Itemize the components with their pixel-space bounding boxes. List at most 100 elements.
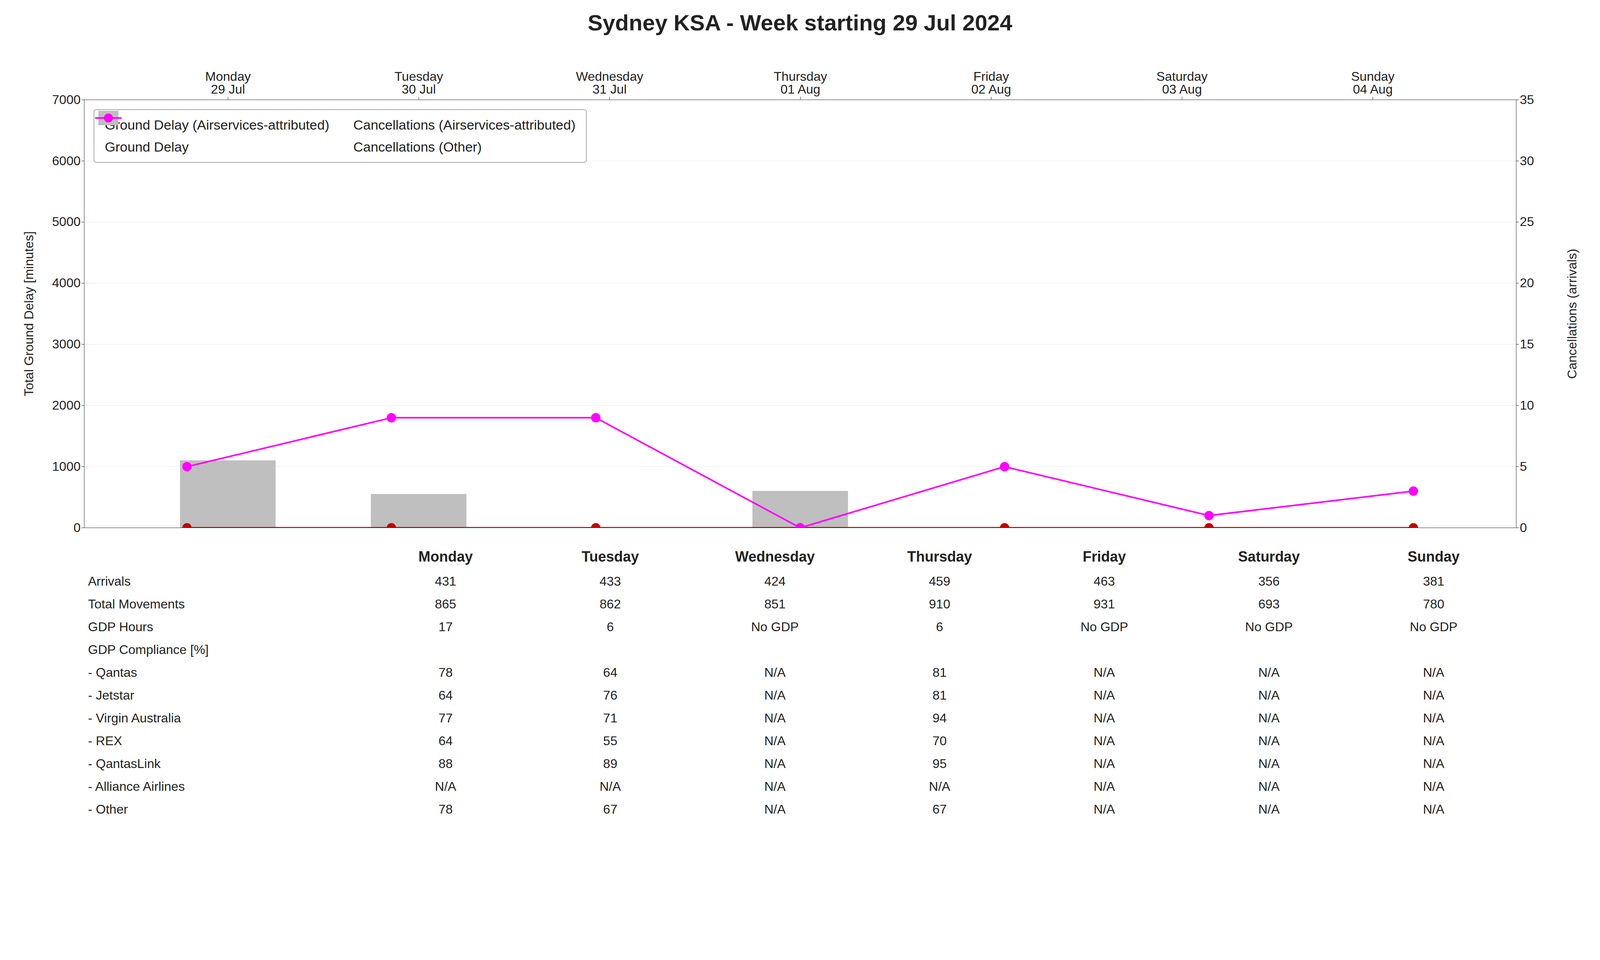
html-text:88: 88 [438,756,453,771]
html-text:No GDP: No GDP [1409,619,1458,634]
html-text:N/A: N/A [1093,756,1115,771]
svg-text:25: 25 [1520,214,1535,229]
html-text:77: 77 [438,710,453,726]
html-text:64: 64 [438,733,453,748]
svg-text:Friday02 Aug: Friday02 Aug [971,69,1012,97]
html-text:459: 459 [928,574,951,589]
svg-text:6000: 6000 [52,153,81,168]
html-text:N/A: N/A [764,710,786,726]
svg-text:35: 35 [1520,92,1535,107]
html-text:851: 851 [764,596,786,612]
html-text:GDP Hours: GDP Hours [88,619,154,634]
svg-text:10: 10 [1520,398,1535,413]
svg-text:0: 0 [1520,520,1528,535]
svg-text:Thursday01 Aug: Thursday01 Aug [773,69,827,97]
svg-text:Wednesday31 Jul: Wednesday31 Jul [576,69,644,97]
svg-text:Saturday03 Aug: Saturday03 Aug [1156,69,1208,97]
html-text:- QantasLink: - QantasLink [88,756,161,771]
html-text:- REX: - REX [88,733,123,748]
html-text:N/A: N/A [1093,733,1115,748]
html-text:64: 64 [603,665,618,680]
html-text:Ground Delay: Ground Delay [104,139,189,155]
svg-text:2000: 2000 [52,398,81,413]
html-text:81: 81 [932,688,947,703]
svg-text:1000: 1000 [52,459,81,474]
html-text:862: 862 [599,596,621,612]
html-text:433: 433 [599,574,621,589]
svg-text:Sunday04 Aug: Sunday04 Aug [1351,69,1395,97]
html-text:N/A: N/A [764,688,786,703]
svg-text:Cancellations (arrivals): Cancellations (arrivals) [1564,248,1580,379]
html-text:78: 78 [438,665,453,680]
html-text:N/A: N/A [1258,710,1280,726]
html-text:Monday: Monday [418,548,473,565]
html-text:Ground Delay (Airservices-attr: Ground Delay (Airservices-attributed) [104,117,330,133]
html-text:No GDP: No GDP [751,619,799,634]
html-text:70: 70 [932,733,947,748]
html-text:55: 55 [603,733,618,748]
html-text:N/A: N/A [764,733,786,748]
svg-text:5: 5 [1520,459,1528,474]
html-text:N/A: N/A [1422,665,1445,680]
html-text:- Virgin Australia: - Virgin Australia [88,710,181,726]
html-text:N/A: N/A [764,756,786,771]
html-text:- Jetstar: - Jetstar [88,688,135,703]
html-text:Thursday: Thursday [907,548,972,565]
html-text:780: 780 [1422,596,1445,612]
svg-text:Total Ground Delay [minutes]: Total Ground Delay [minutes] [21,231,36,397]
svg-text:3000: 3000 [52,336,81,352]
html-text:76: 76 [603,688,618,703]
html-text:431: 431 [434,574,457,589]
html-text:N/A: N/A [764,665,786,680]
svg-text:0: 0 [73,520,81,535]
html-text:Cancellations (Other): Cancellations (Other) [353,139,482,155]
html-text:17: 17 [438,619,453,634]
html-text:Tuesday: Tuesday [581,548,639,565]
html-text:N/A: N/A [1093,688,1115,703]
html-text:89: 89 [603,756,618,771]
html-text:693: 693 [1258,596,1280,612]
html-text:95: 95 [932,756,947,771]
svg-text:30: 30 [1520,153,1535,168]
html-text:N/A: N/A [1422,710,1445,726]
html-text:931: 931 [1093,596,1115,612]
html-text:Arrivals: Arrivals [88,574,131,589]
html-text:71: 71 [603,710,618,726]
html-text:356: 356 [1258,574,1280,589]
html-text:Saturday: Saturday [1238,548,1300,565]
svg-text:5000: 5000 [52,214,81,229]
html-text:No GDP: No GDP [1080,619,1129,634]
html-text:N/A: N/A [1258,665,1280,680]
html-text:No GDP: No GDP [1245,619,1293,634]
svg-text:Monday29 Jul: Monday29 Jul [205,69,251,97]
html-text:Total Movements: Total Movements [88,596,185,612]
html-text:N/A: N/A [1258,733,1280,748]
html-text:81: 81 [932,665,947,680]
html-text:Friday: Friday [1082,548,1126,565]
html-text:Sydney KSA - Week starting 29: Sydney KSA - Week starting 29 Jul 2024 [587,10,1013,36]
html-text:Wednesday: Wednesday [735,548,815,565]
svg-text:15: 15 [1520,336,1535,352]
html-text:64: 64 [438,688,453,703]
html-text:N/A: N/A [1258,756,1280,771]
html-text:463: 463 [1093,574,1115,589]
html-text:94: 94 [932,710,947,726]
svg-text:7000: 7000 [52,92,81,107]
html-text:Sunday: Sunday [1407,548,1460,565]
html-text:N/A: N/A [1422,733,1445,748]
html-text:- Qantas: - Qantas [88,665,138,680]
html-text:N/A: N/A [1258,688,1280,703]
html-text:N/A: N/A [1093,710,1115,726]
svg-text:20: 20 [1520,275,1535,290]
svg-text:4000: 4000 [52,275,81,290]
html-text:865: 865 [434,596,457,612]
html-text:381: 381 [1422,574,1445,589]
html-text:424: 424 [764,574,786,589]
html-text:N/A: N/A [1093,665,1115,680]
html-text:910: 910 [928,596,951,612]
html-text:N/A: N/A [1422,756,1445,771]
svg-text:Tuesday30 Jul: Tuesday30 Jul [394,69,444,97]
html-text:N/A: N/A [1422,688,1445,703]
html-text:Cancellations (Airservices-att: Cancellations (Airservices-attributed) [353,117,576,133]
html-text:GDP Compliance [%]: GDP Compliance [%] [88,642,209,657]
